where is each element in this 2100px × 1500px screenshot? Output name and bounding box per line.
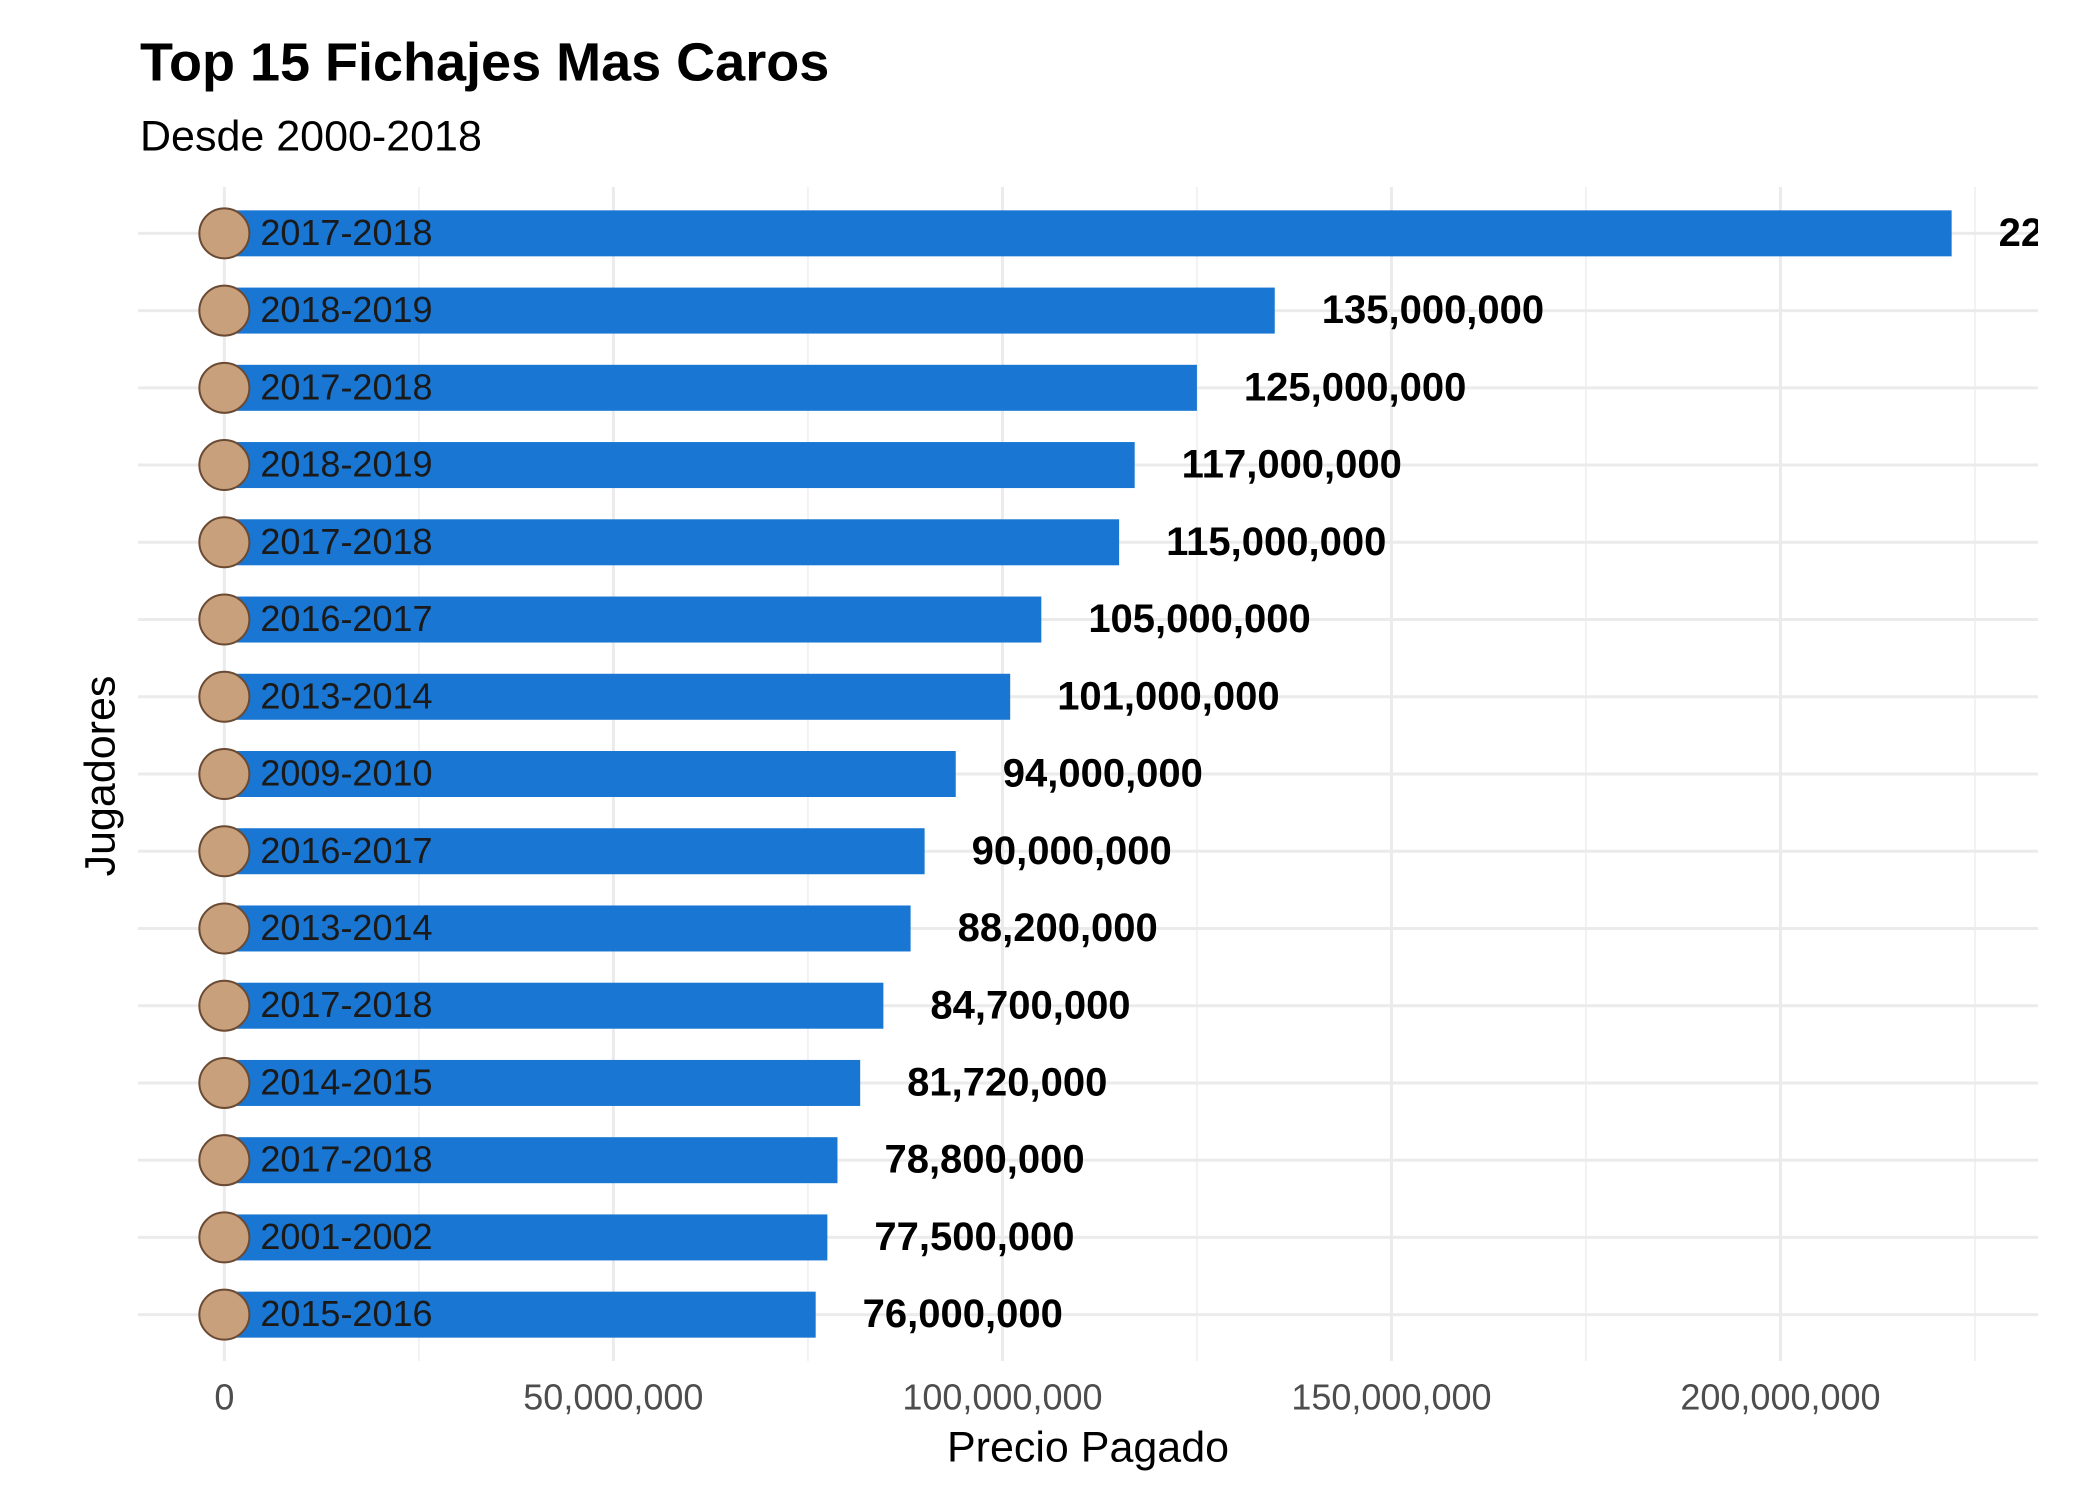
player-photo xyxy=(198,284,251,337)
player-photo xyxy=(198,748,251,800)
value-label: 78,800,000 xyxy=(884,1138,1084,1182)
player-photo xyxy=(198,361,251,414)
bar-category-label: 2013-2014 xyxy=(260,907,432,948)
bar-category-label: 2016-2017 xyxy=(260,830,432,871)
marks: 2017-2018 222,000,000 2018-2019 135,000,000… xyxy=(198,207,2100,1341)
value-label: 76,000,000 xyxy=(863,1292,1063,1336)
bar-category-label: 2014-2015 xyxy=(260,1061,432,1102)
value-label: 94,000,000 xyxy=(1003,752,1203,796)
bar-category-label: 2017-2018 xyxy=(260,984,432,1025)
x-tick-label: 150,000,000 xyxy=(1291,1377,1491,1418)
bar-category-label: 2018-2019 xyxy=(260,444,432,485)
value-label: 88,200,000 xyxy=(958,906,1158,950)
player-photo xyxy=(198,439,251,492)
x-tick-label: 200,000,000 xyxy=(1680,1377,1880,1418)
player-photo xyxy=(198,1288,251,1341)
value-label: 135,000,000 xyxy=(1322,288,1544,332)
bar-category-label: 2018-2019 xyxy=(260,289,432,330)
bar xyxy=(224,287,1275,334)
bar xyxy=(224,1059,861,1106)
bar-category-label: 2017-2018 xyxy=(260,212,432,253)
x-tick-label: 0 xyxy=(214,1377,234,1418)
chart-title: Top 15 Fichajes Mas Caros xyxy=(140,32,829,92)
player-photo xyxy=(198,516,251,569)
bar xyxy=(224,596,1042,643)
bar-category-label: 2009-2010 xyxy=(260,753,432,794)
player-photo xyxy=(198,1134,251,1187)
value-label: 101,000,000 xyxy=(1057,674,1279,718)
bar-category-label: 2017-2018 xyxy=(260,366,432,407)
bar xyxy=(224,982,884,1029)
player-photo xyxy=(198,979,251,1032)
bar xyxy=(224,1137,838,1184)
value-label: 90,000,000 xyxy=(972,829,1172,873)
value-label: 115,000,000 xyxy=(1166,520,1386,564)
player-photo xyxy=(198,902,251,955)
player-photo xyxy=(198,1211,251,1264)
player-photo xyxy=(198,207,251,260)
value-label: 222,000,000 xyxy=(1999,211,2100,255)
bar xyxy=(224,673,1011,720)
x-tick-label: 100,000,000 xyxy=(902,1377,1102,1418)
y-axis-title: Jugadores xyxy=(76,676,124,877)
bar-category-label: 2016-2017 xyxy=(260,598,432,639)
bar xyxy=(224,442,1135,489)
player-photo xyxy=(198,670,251,723)
value-label: 81,720,000 xyxy=(907,1061,1107,1105)
bar xyxy=(224,1214,828,1261)
chart-subtitle: Desde 2000-2018 xyxy=(140,112,482,160)
value-label: 77,500,000 xyxy=(874,1215,1074,1259)
bar-category-label: 2017-2018 xyxy=(260,1139,432,1180)
bar-category-label: 2017-2018 xyxy=(260,521,432,562)
bar xyxy=(224,364,1197,411)
player-photo xyxy=(198,825,251,878)
player-photo xyxy=(198,593,251,646)
value-label: 125,000,000 xyxy=(1244,365,1466,409)
value-label: 105,000,000 xyxy=(1088,597,1310,641)
bar xyxy=(224,1291,816,1338)
bar xyxy=(224,751,956,797)
bar xyxy=(224,828,925,875)
x-axis-title: Precio Pagado xyxy=(947,1423,1229,1471)
x-tick-label: 50,000,000 xyxy=(523,1377,703,1418)
bar xyxy=(224,905,911,952)
value-label: 117,000,000 xyxy=(1182,443,1402,487)
bar-category-label: 2001-2002 xyxy=(260,1216,432,1257)
bar xyxy=(224,519,1120,566)
bar-category-label: 2013-2014 xyxy=(260,675,432,716)
value-label: 84,700,000 xyxy=(930,983,1130,1027)
bar-category-label: 2015-2016 xyxy=(260,1293,432,1334)
bar xyxy=(224,210,1952,257)
player-photo xyxy=(198,1056,251,1109)
